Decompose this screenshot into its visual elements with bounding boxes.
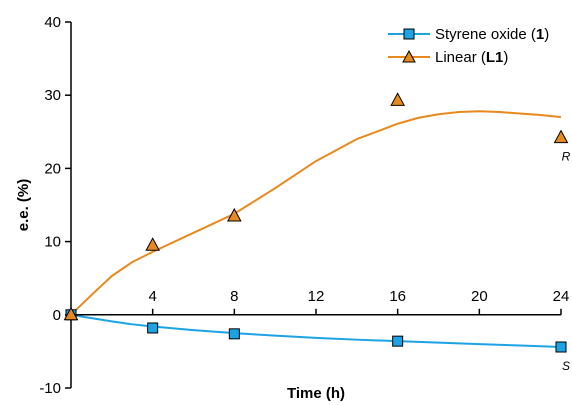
fit-line-styrene-oxide <box>70 313 562 349</box>
legend-label-styrene-oxide-bold: 1 <box>536 26 544 43</box>
legend-entry-linear: Linear (L1) <box>388 49 508 66</box>
legend-label-linear-bold: L1 <box>486 49 504 66</box>
y-tick-label: 20 <box>44 160 61 177</box>
x-axis-title: Time (h) <box>287 385 345 402</box>
y-axis-title: e.e. (%) <box>15 179 32 232</box>
x-tick-label: 24 <box>553 288 570 305</box>
legend-label-styrene-oxide-prefix: Styrene oxide ( <box>435 26 536 43</box>
data-point-styrene-oxide <box>392 335 404 347</box>
fit-lines <box>70 110 562 349</box>
x-tick-label: 8 <box>230 288 238 305</box>
x-tick-label: 16 <box>389 288 406 305</box>
axes <box>70 22 561 388</box>
y-tick-label: -10 <box>39 380 61 397</box>
end-label-linear: R <box>562 150 571 164</box>
x-tick-label: 20 <box>471 288 488 305</box>
legend-marker-styrene-oxide <box>403 28 415 40</box>
data-point-linear <box>553 129 569 144</box>
data-point-styrene-oxide <box>228 328 240 340</box>
legend-label-linear: Linear (L1) <box>435 49 508 66</box>
legend-label-styrene-oxide: Styrene oxide (1) <box>435 26 549 43</box>
data-point-styrene-oxide <box>555 341 567 353</box>
end-label-styrene-oxide: S <box>562 359 570 373</box>
data-point-linear <box>145 237 161 251</box>
annotations: SR <box>562 150 571 373</box>
legend-marker-linear <box>402 49 416 63</box>
ticks: -10 0 10 20 30 40 4 8 12 16 20 24 <box>39 14 569 397</box>
x-tick-label: 4 <box>148 288 156 305</box>
legend-label-linear-prefix: Linear ( <box>435 49 486 66</box>
y-tick-label: 30 <box>44 87 61 104</box>
legend: Styrene oxide (1) Linear (L1) <box>388 26 549 66</box>
data-point-linear <box>226 207 242 222</box>
legend-entry-styrene-oxide: Styrene oxide (1) <box>388 26 549 43</box>
x-tick-label: 12 <box>308 288 325 305</box>
fit-line-linear <box>70 110 562 316</box>
data-point-linear <box>390 92 406 106</box>
y-tick-label: 0 <box>53 307 61 324</box>
data-point-styrene-oxide <box>147 322 159 334</box>
legend-label-linear-suffix: ) <box>503 49 508 66</box>
legend-label-styrene-oxide-suffix: ) <box>544 26 549 43</box>
y-tick-label: 10 <box>44 234 61 251</box>
markers <box>63 92 569 353</box>
data-point-linear <box>63 306 79 321</box>
y-tick-label: 40 <box>44 14 61 31</box>
